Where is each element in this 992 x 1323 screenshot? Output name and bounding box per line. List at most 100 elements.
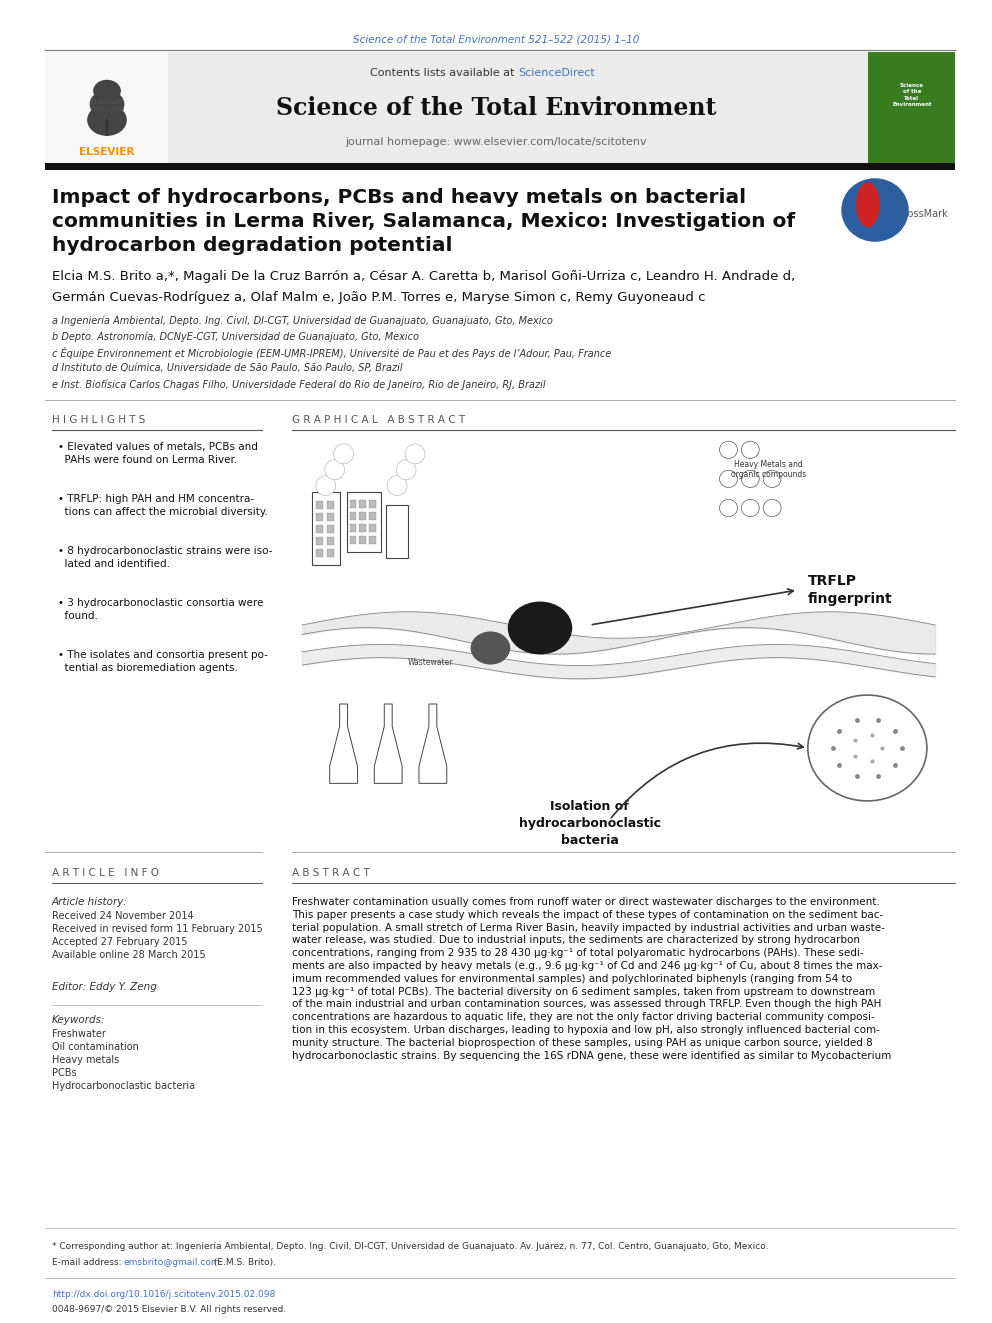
Text: hydrocarbon degradation potential: hydrocarbon degradation potential — [52, 235, 452, 255]
Bar — [45, 52, 168, 165]
Bar — [346, 492, 381, 552]
Text: http://dx.doi.org/10.1016/j.scitotenv.2015.02.098: http://dx.doi.org/10.1016/j.scitotenv.20… — [52, 1290, 275, 1299]
Text: Received 24 November 2014: Received 24 November 2014 — [52, 912, 193, 921]
Ellipse shape — [333, 445, 353, 464]
Bar — [326, 549, 333, 557]
Text: hydrocarbonoclastic strains. By sequencing the 16S rDNA gene, these were identif: hydrocarbonoclastic strains. By sequenci… — [292, 1050, 892, 1061]
Text: E-mail address:: E-mail address: — [52, 1258, 124, 1267]
Text: ments are also impacted by heavy metals (e.g., 9.6 μg·kg⁻¹ of Cd and 246 μg·kg⁻¹: ments are also impacted by heavy metals … — [292, 960, 883, 971]
Bar — [45, 163, 955, 169]
Bar — [311, 492, 339, 565]
Bar — [326, 525, 333, 533]
Bar — [369, 512, 376, 520]
Ellipse shape — [324, 460, 344, 480]
Bar — [359, 512, 366, 520]
Text: imum recommended values for environmental samples) and polychlorinated biphenyls: imum recommended values for environmenta… — [292, 974, 852, 984]
Text: ELSEVIER
Tree Logo: ELSEVIER Tree Logo — [90, 98, 124, 111]
Bar — [868, 52, 955, 165]
Text: • 3 hydrocarbonoclastic consortia were: • 3 hydrocarbonoclastic consortia were — [58, 598, 263, 609]
Bar — [369, 500, 376, 508]
Text: • TRFLP: high PAH and HM concentra-: • TRFLP: high PAH and HM concentra- — [58, 493, 254, 504]
Bar — [315, 537, 322, 545]
Text: lated and identified.: lated and identified. — [58, 560, 170, 569]
Text: c Équipe Environnement et Microbiologie (EEM-UMR-IPREM), Université de Pau et de: c Équipe Environnement et Microbiologie … — [52, 347, 611, 359]
Text: Contents lists available at: Contents lists available at — [370, 67, 518, 78]
Text: ScienceDirect: ScienceDirect — [518, 67, 595, 78]
Text: Freshwater contamination usually comes from runoff water or direct wastewater di: Freshwater contamination usually comes f… — [292, 897, 880, 908]
Text: Article history:: Article history: — [52, 897, 128, 908]
Bar — [359, 536, 366, 544]
Text: Heavy metals: Heavy metals — [52, 1054, 119, 1065]
Bar — [359, 524, 366, 532]
Text: emsbrito@gmail.com: emsbrito@gmail.com — [123, 1258, 220, 1267]
Text: concentrations are hazardous to aquatic life, they are not the only factor drivi: concentrations are hazardous to aquatic … — [292, 1012, 875, 1023]
Text: b Depto. Astronomía, DCNyE-CGT, Universidad de Guanajuato, Gto, Mexico: b Depto. Astronomía, DCNyE-CGT, Universi… — [52, 331, 419, 341]
Text: Available online 28 March 2015: Available online 28 March 2015 — [52, 950, 205, 960]
Bar — [349, 524, 356, 532]
Text: Science
of the
Total
Environment: Science of the Total Environment — [892, 83, 931, 107]
Bar — [292, 433, 955, 852]
Text: Oil contamination: Oil contamination — [52, 1043, 139, 1052]
Text: * Corresponding author at: Ingeniería Ambiental, Depto. Ing. Civil, DI-CGT, Univ: * Corresponding author at: Ingeniería Am… — [52, 1242, 769, 1252]
Text: PAHs were found on Lerma River.: PAHs were found on Lerma River. — [58, 455, 237, 464]
Text: • Elevated values of metals, PCBs and: • Elevated values of metals, PCBs and — [58, 442, 258, 452]
Text: This paper presents a case study which reveals the impact of these types of cont: This paper presents a case study which r… — [292, 910, 883, 919]
Text: A B S T R A C T: A B S T R A C T — [292, 868, 370, 878]
Text: e Inst. Biofísica Carlos Chagas Filho, Universidade Federal do Rio de Janeiro, R: e Inst. Biofísica Carlos Chagas Filho, U… — [52, 378, 546, 389]
Text: Isolation of
hydrocarbonoclastic
bacteria: Isolation of hydrocarbonoclastic bacteri… — [519, 800, 661, 847]
Text: Impact of hydrocarbons, PCBs and heavy metals on bacterial: Impact of hydrocarbons, PCBs and heavy m… — [52, 188, 746, 206]
Text: H I G H L I G H T S: H I G H L I G H T S — [52, 415, 146, 425]
Bar — [349, 512, 356, 520]
Bar — [315, 525, 322, 533]
Bar — [315, 513, 322, 521]
Ellipse shape — [387, 476, 407, 496]
Text: Editor: Eddy Y. Zeng: Editor: Eddy Y. Zeng — [52, 982, 157, 992]
Ellipse shape — [87, 105, 127, 136]
Bar — [326, 513, 333, 521]
Bar — [369, 536, 376, 544]
Text: tions can affect the microbial diversity.: tions can affect the microbial diversity… — [58, 507, 268, 517]
Bar — [349, 500, 356, 508]
Text: Heavy Metals and
organic compounds: Heavy Metals and organic compounds — [730, 460, 806, 479]
Text: terial population. A small stretch of Lerma River Basin, heavily impacted by ind: terial population. A small stretch of Le… — [292, 922, 885, 933]
Text: tion in this ecosystem. Urban discharges, leading to hypoxia and low pH, also st: tion in this ecosystem. Urban discharges… — [292, 1025, 880, 1035]
Text: G R A P H I C A L   A B S T R A C T: G R A P H I C A L A B S T R A C T — [292, 415, 465, 425]
Text: • 8 hydrocarbonoclastic strains were iso-: • 8 hydrocarbonoclastic strains were iso… — [58, 546, 273, 556]
Ellipse shape — [856, 183, 880, 228]
Ellipse shape — [405, 445, 425, 464]
Bar — [349, 536, 356, 544]
Text: munity structure. The bacterial bioprospection of these samples, using PAH as un: munity structure. The bacterial bioprosp… — [292, 1037, 873, 1048]
Ellipse shape — [93, 79, 121, 102]
Text: found.: found. — [58, 611, 98, 620]
Text: TRFLP
fingerprint: TRFLP fingerprint — [807, 574, 893, 606]
Text: 0048-9697/© 2015 Elsevier B.V. All rights reserved.: 0048-9697/© 2015 Elsevier B.V. All right… — [52, 1304, 287, 1314]
Text: 123 μg·kg⁻¹ of total PCBs). The bacterial diversity on 6 sediment samples, taken: 123 μg·kg⁻¹ of total PCBs). The bacteria… — [292, 987, 875, 996]
Text: CrossMark: CrossMark — [898, 209, 948, 220]
Bar — [315, 501, 322, 509]
Ellipse shape — [89, 90, 124, 118]
Text: journal homepage: www.elsevier.com/locate/scitotenv: journal homepage: www.elsevier.com/locat… — [345, 138, 647, 147]
Text: Germán Cuevas-Rodríguez a, Olaf Malm e, João P.M. Torres e, Maryse Simon c, Remy: Germán Cuevas-Rodríguez a, Olaf Malm e, … — [52, 291, 705, 304]
Text: Keywords:: Keywords: — [52, 1015, 105, 1025]
Bar — [386, 505, 408, 558]
Text: Science of the Total Environment: Science of the Total Environment — [276, 97, 716, 120]
Bar — [326, 537, 333, 545]
Bar — [359, 500, 366, 508]
Ellipse shape — [315, 476, 335, 496]
Bar — [168, 52, 868, 165]
Text: Accepted 27 February 2015: Accepted 27 February 2015 — [52, 937, 187, 947]
Text: Elcia M.S. Brito a,*, Magali De la Cruz Barrón a, César A. Caretta b, Marisol Go: Elcia M.S. Brito a,*, Magali De la Cruz … — [52, 270, 796, 283]
Text: water release, was studied. Due to industrial inputs, the sediments are characte: water release, was studied. Due to indus… — [292, 935, 860, 946]
Text: communities in Lerma River, Salamanca, Mexico: Investigation of: communities in Lerma River, Salamanca, M… — [52, 212, 796, 232]
Bar — [326, 501, 333, 509]
Text: A R T I C L E   I N F O: A R T I C L E I N F O — [52, 868, 159, 878]
Text: PCBs: PCBs — [52, 1068, 76, 1078]
Text: concentrations, ranging from 2 935 to 28 430 μg·kg⁻¹ of total polyaromatic hydro: concentrations, ranging from 2 935 to 28… — [292, 949, 864, 958]
Text: of the main industrial and urban contamination sources, was assessed through TRF: of the main industrial and urban contami… — [292, 999, 881, 1009]
Text: d Instituto de Química, Universidade de São Paulo, São Paulo, SP, Brazil: d Instituto de Química, Universidade de … — [52, 363, 403, 373]
Ellipse shape — [508, 602, 572, 655]
Text: • The isolates and consortia present po-: • The isolates and consortia present po- — [58, 650, 268, 660]
Text: Hydrocarbonoclastic bacteria: Hydrocarbonoclastic bacteria — [52, 1081, 195, 1091]
Ellipse shape — [841, 179, 909, 242]
Bar — [369, 524, 376, 532]
